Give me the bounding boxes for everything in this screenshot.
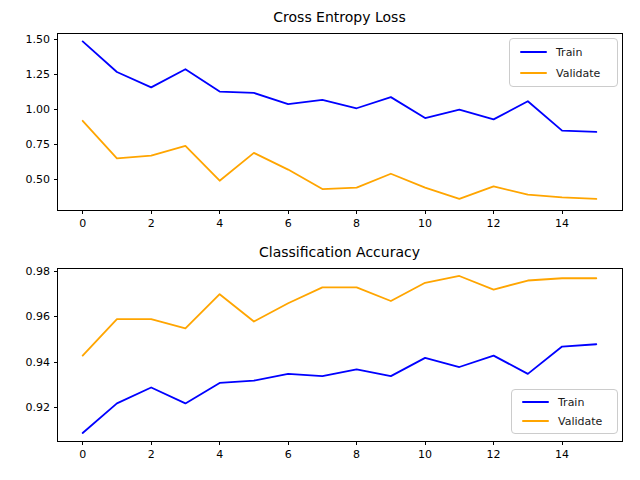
x-tick-label: 0 [79, 448, 86, 461]
train-line-swatch [522, 401, 549, 403]
x-tick-label: 8 [353, 448, 360, 461]
validate-line [83, 276, 597, 356]
y-tick-label: 1.25 [26, 68, 51, 81]
legend-item-train: Train [520, 47, 607, 58]
y-tick-label: 0.96 [26, 310, 51, 323]
x-tick-label: 12 [487, 217, 501, 230]
x-tick-label: 8 [353, 217, 360, 230]
validate-legend-label: Validate [558, 416, 602, 427]
x-tick-label: 14 [555, 217, 569, 230]
y-tick-label: 1.50 [26, 33, 51, 46]
y-tick-label: 0.50 [26, 173, 51, 186]
y-tick-label: 0.94 [26, 356, 51, 369]
validate-line [83, 121, 597, 199]
y-tick-label: 0.75 [26, 138, 51, 151]
legend-item-validate: Validate [522, 416, 607, 427]
loss-chart-title: Cross Entropy Loss [57, 10, 622, 25]
y-tick-label: 1.00 [26, 103, 51, 116]
y-tick-label: 0.92 [26, 401, 51, 414]
x-tick-label: 4 [216, 217, 223, 230]
x-tick-label: 6 [285, 448, 292, 461]
x-tick-label: 4 [216, 448, 223, 461]
loss-legend: Train Validate [509, 38, 618, 87]
x-tick-label: 12 [487, 448, 501, 461]
x-tick-label: 10 [418, 217, 432, 230]
accuracy-chart-title: Classification Accuracy [57, 245, 622, 260]
x-tick-label: 2 [148, 448, 155, 461]
accuracy-legend: Train Validate [511, 389, 618, 434]
x-tick-label: 6 [285, 217, 292, 230]
x-tick-label: 0 [79, 217, 86, 230]
x-tick-label: 14 [555, 448, 569, 461]
validate-legend-label: Validate [556, 68, 600, 79]
train-line-swatch [520, 51, 547, 53]
legend-item-validate: Validate [520, 68, 607, 79]
validate-line-swatch [520, 72, 547, 74]
x-tick-label: 10 [418, 448, 432, 461]
validate-line-swatch [522, 420, 549, 422]
figure: 0 2 4 6 8 10 12 14 0.50 0.75 1.00 1.25 1.50 0 2 4 6 8 10 12… [0, 0, 640, 480]
train-legend-label: Train [558, 397, 584, 408]
train-legend-label: Train [556, 47, 582, 58]
x-tick-label: 2 [148, 217, 155, 230]
y-tick-label: 0.98 [26, 265, 51, 278]
legend-item-train: Train [522, 397, 607, 408]
